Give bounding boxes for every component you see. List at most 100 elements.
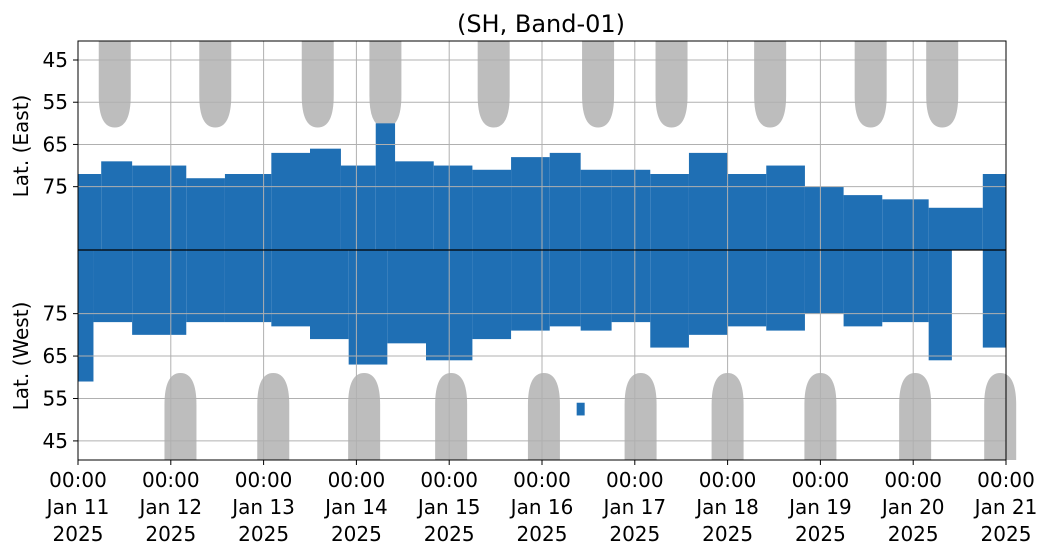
no-coverage-east-2 xyxy=(302,41,334,128)
x-tick-day-7: Jan 18 xyxy=(694,495,759,519)
x-tick-time-2: 00:00 xyxy=(235,468,293,492)
activity-east-12 xyxy=(511,157,550,250)
activity-east-0 xyxy=(78,174,101,250)
no-coverage-east-9 xyxy=(926,41,958,128)
activity-east-23 xyxy=(929,208,983,250)
no-coverage-west-9 xyxy=(984,373,1016,460)
activity-west-0 xyxy=(78,250,93,382)
chart-title: (SH, Band-01) xyxy=(457,10,625,38)
x-ticks: 00:00 Jan 11 2025 00:00 Jan 12 2025 00:00 Jan 1… xyxy=(45,460,1038,546)
activity-west-1 xyxy=(93,250,132,322)
activity-east-20 xyxy=(805,187,844,250)
activity-west-16 xyxy=(689,250,728,335)
x-tick-time-5: 00:00 xyxy=(513,468,571,492)
activity-east-7 xyxy=(341,166,376,250)
y-tick-label-east-3: 75 xyxy=(43,175,68,199)
x-tick-year-8: 2025 xyxy=(795,522,846,546)
activity-west-6 xyxy=(310,250,349,339)
activity-east-21 xyxy=(844,195,883,250)
activity-west-10 xyxy=(472,250,511,339)
x-tick-time-9: 00:00 xyxy=(884,468,942,492)
activity-west-11 xyxy=(511,250,550,331)
x-tick-day-2: Jan 13 xyxy=(230,495,295,519)
no-coverage-west-8 xyxy=(899,373,931,460)
no-coverage-west-1 xyxy=(257,373,289,460)
y-tick-label-east-2: 65 xyxy=(43,132,68,156)
x-tick-year-9: 2025 xyxy=(888,522,939,546)
no-coverage-east-1 xyxy=(199,41,231,128)
no-coverage-west-2 xyxy=(348,373,380,460)
activity-west-2 xyxy=(132,250,186,335)
activity-east-15 xyxy=(612,170,651,250)
activity-isolated-0 xyxy=(577,403,585,416)
activity-west-13 xyxy=(581,250,612,331)
activity-west-18 xyxy=(766,250,805,331)
no-coverage-east-8 xyxy=(855,41,887,128)
no-coverage-east-7 xyxy=(754,41,786,128)
activity-west-4 xyxy=(225,250,271,322)
x-tick-day-1: Jan 12 xyxy=(137,495,202,519)
no-coverage-east-0 xyxy=(99,41,131,128)
x-tick-time-4: 00:00 xyxy=(420,468,478,492)
activity-east-18 xyxy=(728,174,767,250)
x-tick-time-3: 00:00 xyxy=(328,468,386,492)
no-coverage-west-5 xyxy=(625,373,657,460)
x-tick-day-0: Jan 11 xyxy=(45,495,110,519)
activity-east-2 xyxy=(132,166,186,250)
x-tick-time-7: 00:00 xyxy=(699,468,757,492)
y-tick-label-west-1: 65 xyxy=(43,344,68,368)
no-coverage-west-3 xyxy=(435,373,467,460)
no-coverage-east-4 xyxy=(478,41,510,128)
activity-west-5 xyxy=(271,250,310,326)
activity-east-22 xyxy=(882,199,928,250)
y-axis-label-west: Lat. (West) xyxy=(9,302,33,411)
activity-west-8 xyxy=(387,250,426,343)
x-tick-time-0: 00:00 xyxy=(49,468,107,492)
activity-west-23 xyxy=(983,250,1006,348)
x-tick-time-8: 00:00 xyxy=(792,468,850,492)
x-tick-year-10: 2025 xyxy=(981,522,1032,546)
activity-west-19 xyxy=(805,250,844,314)
activity-east-24 xyxy=(983,174,1006,250)
no-coverage-west-0 xyxy=(164,373,196,460)
activity-east-6 xyxy=(310,149,341,250)
x-tick-year-3: 2025 xyxy=(331,522,382,546)
x-tick-time-1: 00:00 xyxy=(142,468,200,492)
activity-west-17 xyxy=(728,250,767,326)
x-tick-day-4: Jan 15 xyxy=(416,495,481,519)
x-tick-year-7: 2025 xyxy=(702,522,753,546)
activity-west-22 xyxy=(929,250,952,360)
activity-west-20 xyxy=(844,250,883,326)
activity-west-7 xyxy=(349,250,388,365)
y-tick-label-east-1: 55 xyxy=(43,90,68,114)
activity-west-12 xyxy=(550,250,581,326)
activity-west-21 xyxy=(882,250,928,322)
activity-east-11 xyxy=(472,170,511,250)
x-tick-year-6: 2025 xyxy=(609,522,660,546)
activity-east-17 xyxy=(689,153,728,250)
y-axis-label-east: Lat. (East) xyxy=(9,95,33,198)
activity-east-19 xyxy=(766,166,805,250)
x-tick-day-3: Jan 14 xyxy=(323,495,388,519)
activity-east-5 xyxy=(271,153,310,250)
no-coverage-east-6 xyxy=(656,41,688,128)
y-tick-label-west-2: 55 xyxy=(43,386,68,410)
x-tick-year-4: 2025 xyxy=(424,522,475,546)
no-coverage-west-4 xyxy=(528,373,560,460)
x-tick-time-10: 00:00 xyxy=(977,468,1035,492)
x-tick-day-10: Jan 21 xyxy=(973,495,1038,519)
activity-west-14 xyxy=(612,250,651,322)
no-coverage-east-3 xyxy=(369,41,401,128)
activity-east-13 xyxy=(550,153,581,250)
x-tick-time-6: 00:00 xyxy=(606,468,664,492)
x-tick-day-5: Jan 16 xyxy=(509,495,574,519)
y-tick-label-west-0: 75 xyxy=(43,302,68,326)
activity-east-16 xyxy=(650,174,689,250)
activity-east-14 xyxy=(581,170,612,250)
activity-west-3 xyxy=(186,250,225,322)
x-tick-day-9: Jan 20 xyxy=(880,495,945,519)
activity-east-9 xyxy=(395,161,434,250)
x-tick-year-5: 2025 xyxy=(517,522,568,546)
y-tick-label-west-3: 45 xyxy=(43,429,68,453)
